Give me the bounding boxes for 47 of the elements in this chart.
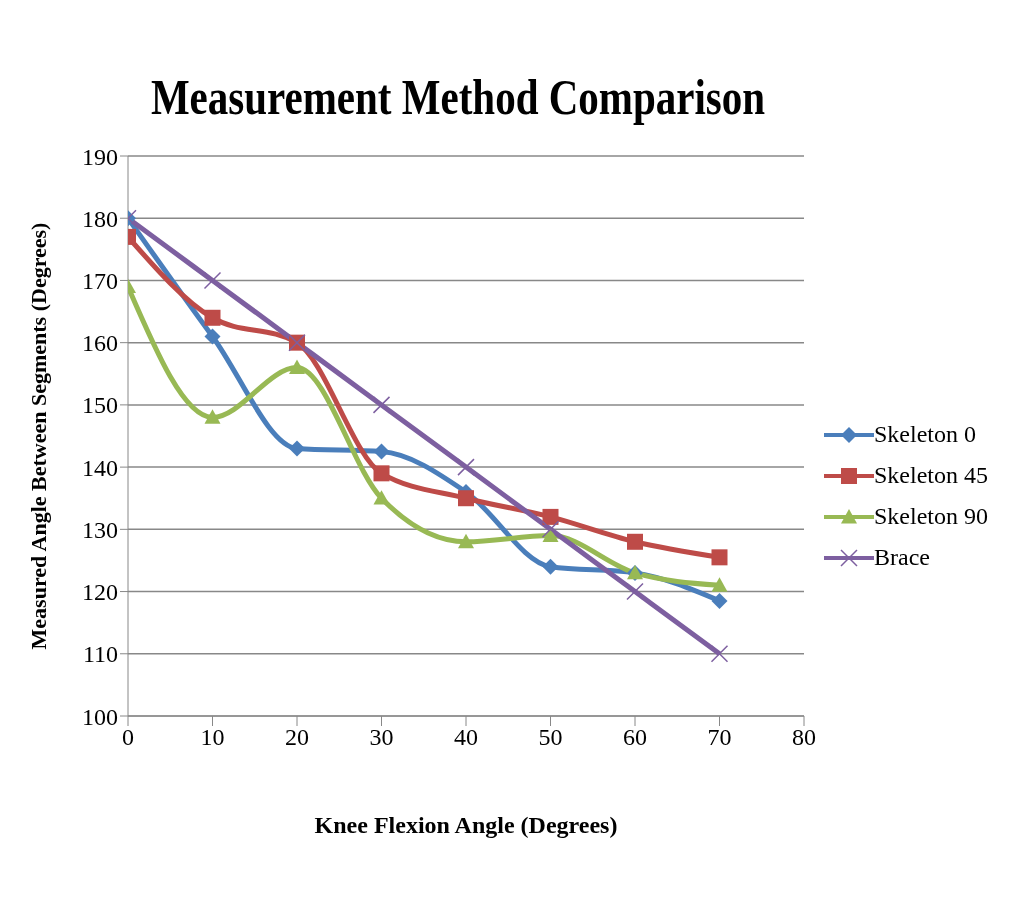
point <box>627 533 643 550</box>
y-tick-label: 150 <box>82 392 118 419</box>
point <box>204 309 221 326</box>
point <box>541 520 560 539</box>
x-tick-label: 10 <box>200 724 225 751</box>
chart-title: Measurement Method Comparison <box>149 68 767 126</box>
y-tick-label: 110 <box>82 641 118 668</box>
point <box>373 465 390 482</box>
point <box>289 359 305 374</box>
point <box>373 490 390 505</box>
point <box>204 328 221 345</box>
point <box>204 409 221 424</box>
x-tick-label: 60 <box>623 724 647 751</box>
x-tick-label: 40 <box>454 724 478 751</box>
y-tick-label: 130 <box>82 516 118 543</box>
point <box>542 527 559 542</box>
point <box>626 582 644 601</box>
x-tick-label: 80 <box>792 724 816 751</box>
x-axis-title: Knee Flexion Angle (Degrees) <box>314 812 618 839</box>
y-tick-label: 100 <box>82 703 118 730</box>
point <box>372 396 391 414</box>
legend-label: Skeleton 45 <box>874 462 988 489</box>
point <box>711 592 728 609</box>
point <box>373 443 390 460</box>
y-tick-label: 140 <box>82 454 118 481</box>
y-tick-label: 170 <box>82 267 118 294</box>
point <box>542 558 559 575</box>
x-tick-label: 0 <box>122 724 134 751</box>
legend-label: Brace <box>874 544 930 571</box>
y-axis-title: Measured Angle Between Segments (Degrees) <box>25 222 51 650</box>
x-tick-label: 50 <box>538 724 563 751</box>
y-tick-label: 120 <box>82 579 118 606</box>
point <box>458 533 474 549</box>
point <box>542 508 559 525</box>
legend-label: Skeleton 90 <box>874 503 988 530</box>
point <box>710 645 729 663</box>
x-tick-label: 20 <box>285 724 309 751</box>
point <box>289 440 305 457</box>
point <box>458 490 474 507</box>
point <box>711 549 728 566</box>
y-tick-label: 180 <box>82 205 118 232</box>
y-tick-label: 160 <box>82 330 118 357</box>
x-tick-label: 30 <box>369 724 394 751</box>
legend-label: Skeleton 0 <box>874 421 976 448</box>
x-tick-label: 70 <box>707 724 732 751</box>
y-tick-label: 190 <box>82 143 118 170</box>
point <box>711 577 728 592</box>
